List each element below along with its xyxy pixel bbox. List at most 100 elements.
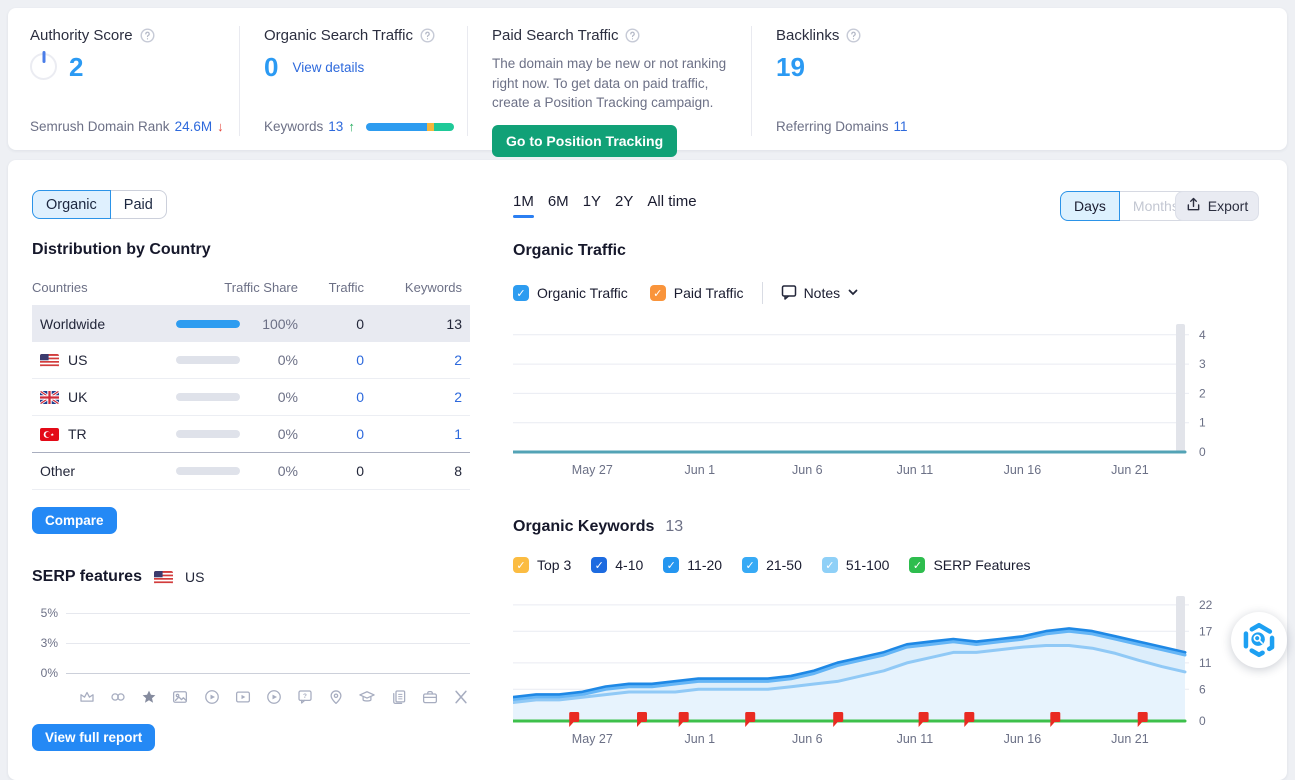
granularity-toggle: Days Months xyxy=(1060,191,1193,221)
granularity-days[interactable]: Days xyxy=(1060,191,1120,221)
domain-rank-value[interactable]: 24.6M xyxy=(174,119,213,134)
organic-paid-toggle: Organic Paid xyxy=(32,190,167,219)
period-tabs: 1M 6M 1Y 2Y All time xyxy=(513,193,697,218)
svg-text:11: 11 xyxy=(1199,656,1212,670)
star-icon[interactable] xyxy=(140,688,158,706)
authority-score-gauge xyxy=(30,51,57,80)
y-tick-label: 3% xyxy=(40,636,58,650)
keywords-value[interactable]: 2 xyxy=(454,389,462,405)
traffic-value[interactable]: 0 xyxy=(356,389,364,405)
svg-text:May 27: May 27 xyxy=(572,463,613,477)
period-tab-1m[interactable]: 1M xyxy=(513,193,534,218)
legend-checkbox-21-50[interactable]: ✓ xyxy=(742,557,759,573)
serp-chart-row: 3% xyxy=(32,628,470,658)
image-icon[interactable] xyxy=(171,688,189,706)
organic-traffic-legend: ✓ Organic Traffic ✓ Paid Traffic Notes xyxy=(513,282,859,304)
organic-traffic-chart-title: Organic Traffic xyxy=(513,242,626,259)
scope-tab-paid[interactable]: Paid xyxy=(109,190,167,219)
table-row-tr[interactable]: TR 0% 0 1 xyxy=(32,416,470,453)
backlinks-value: 19 xyxy=(776,52,805,82)
trend-down-arrow: ↓ xyxy=(217,119,224,134)
organic-search-traffic-section: Organic Search Traffic 0 View details Ke… xyxy=(240,8,468,150)
play-circle-2-icon[interactable] xyxy=(265,688,283,706)
table-row-uk[interactable]: UK 0% 0 2 xyxy=(32,379,470,416)
view-full-report-button[interactable]: View full report xyxy=(32,724,156,751)
notes-dropdown[interactable]: Notes xyxy=(781,284,860,303)
table-row-other[interactable]: Other 0% 0 8 xyxy=(32,453,470,490)
gridline xyxy=(66,612,470,614)
export-icon xyxy=(1186,197,1201,215)
legend-checkbox-11-20[interactable]: ✓ xyxy=(663,557,680,573)
chevron-down-icon xyxy=(847,285,859,301)
organic-traffic-title: Organic Search Traffic xyxy=(264,27,413,44)
svg-text:Jun 16: Jun 16 xyxy=(1004,463,1042,477)
authority-score-title: Authority Score xyxy=(30,27,133,44)
site-audit-widget[interactable] xyxy=(1231,612,1287,668)
table-row-us[interactable]: US 0% 0 2 xyxy=(32,342,470,379)
gridline xyxy=(66,642,470,644)
referring-domains-value[interactable]: 11 xyxy=(893,119,908,134)
legend-label: Paid Traffic xyxy=(673,285,744,301)
organic-keywords-chart[interactable]: 22 17 11 6 0 May 27 Jun 1 Jun 6 Jun 11 Jun 16 Jun … xyxy=(511,594,1213,755)
compare-button[interactable]: Compare xyxy=(32,507,117,534)
period-tab-all-time[interactable]: All time xyxy=(647,193,697,210)
legend-checkbox-4-10[interactable]: ✓ xyxy=(591,557,608,573)
legend-item: ✓ 11-20 xyxy=(663,557,722,573)
link-icon[interactable] xyxy=(109,688,127,706)
col-countries: Countries xyxy=(32,280,88,295)
keywords-value[interactable]: 1 xyxy=(454,426,462,442)
legend-checkbox-top-3[interactable]: ✓ xyxy=(513,557,529,573)
play-circle-icon[interactable] xyxy=(203,688,221,706)
go-to-position-tracking-button[interactable]: Go to Position Tracking xyxy=(492,124,678,157)
legend-label: Top 3 xyxy=(537,557,572,573)
traffic-share-bar xyxy=(176,356,240,364)
legend-checkbox-paid-traffic[interactable]: ✓ xyxy=(649,285,666,301)
period-tab-1y[interactable]: 1Y xyxy=(582,193,602,210)
organic-traffic-svg[interactable]: 4 3 2 1 0 May 27 Jun 1 Jun 6 Jun 11 Jun 16 Jun 21 xyxy=(511,318,1213,478)
organic-keywords-chart-title: Organic Keywords xyxy=(513,518,655,535)
legend-item: ✓ Paid Traffic xyxy=(649,285,744,301)
paid-traffic-title: Paid Search Traffic xyxy=(492,27,619,44)
traffic-value[interactable]: 0 xyxy=(356,352,364,368)
graduation-cap-icon[interactable] xyxy=(358,688,376,706)
organic-traffic-chart[interactable]: 4 3 2 1 0 May 27 Jun 1 Jun 6 Jun 11 Jun 16 Jun 21 xyxy=(511,318,1213,483)
info-icon[interactable] xyxy=(420,28,435,43)
briefcase-icon[interactable] xyxy=(421,688,439,706)
info-icon[interactable] xyxy=(140,28,155,43)
news-icon[interactable] xyxy=(390,688,408,706)
period-tab-2y[interactable]: 2Y xyxy=(615,193,634,210)
x-twitter-icon[interactable] xyxy=(452,688,470,706)
serp-features-chart[interactable]: 5% 3% 0% xyxy=(32,598,470,688)
legend-label: 4-10 xyxy=(615,557,644,573)
traffic-share-value: 0% xyxy=(277,426,298,442)
view-details-link[interactable]: View details xyxy=(292,59,365,75)
export-button[interactable]: Export xyxy=(1175,191,1259,221)
notes-label: Notes xyxy=(803,285,841,301)
domain-overview-panel: Organic Paid Distribution by Country Coun… xyxy=(8,160,1287,780)
traffic-share-bar xyxy=(176,319,240,328)
legend-checkbox-organic-traffic[interactable]: ✓ xyxy=(513,285,529,301)
info-icon[interactable] xyxy=(625,28,640,43)
country-name: Worldwide xyxy=(40,315,106,332)
crown-icon[interactable] xyxy=(78,688,96,706)
referring-domains-label: Referring Domains xyxy=(776,119,889,134)
location-pin-icon[interactable] xyxy=(327,688,345,706)
paid-search-traffic-section: Paid Search Traffic The domain may be ne… xyxy=(468,8,752,157)
legend-checkbox-51-100[interactable]: ✓ xyxy=(821,557,838,573)
video-icon[interactable] xyxy=(234,688,252,706)
organic-keywords-svg[interactable]: 22 17 11 6 0 May 27 Jun 1 Jun 6 Jun 11 Jun 16 Jun … xyxy=(511,594,1213,750)
traffic-value[interactable]: 0 xyxy=(356,426,364,442)
distribution-by-country-title: Distribution by Country xyxy=(32,241,211,258)
keywords-count-link[interactable]: 13 xyxy=(328,119,344,134)
legend-checkbox-serp-features[interactable]: ✓ xyxy=(909,557,926,573)
y-tick-label: 5% xyxy=(40,606,58,620)
info-icon[interactable] xyxy=(846,28,861,43)
question-bubble-icon[interactable]: ? xyxy=(296,688,314,706)
scope-tab-organic[interactable]: Organic xyxy=(32,190,111,219)
table-row-worldwide[interactable]: Worldwide 100% 0 13 xyxy=(32,305,470,342)
keywords-value[interactable]: 2 xyxy=(454,352,462,368)
period-tab-6m[interactable]: 6M xyxy=(547,193,569,210)
svg-text:1: 1 xyxy=(1199,416,1206,430)
traffic-share-value: 100% xyxy=(262,315,298,332)
y-tick-label: 0% xyxy=(40,666,58,680)
